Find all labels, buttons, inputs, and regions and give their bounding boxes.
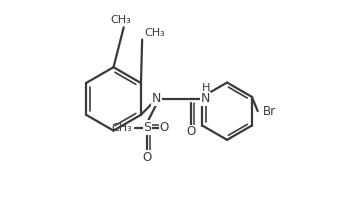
- Text: CH₃: CH₃: [111, 123, 132, 132]
- Text: CH₃: CH₃: [110, 15, 131, 25]
- Text: CH₃: CH₃: [144, 28, 165, 37]
- Text: H: H: [201, 83, 210, 93]
- Text: Br: Br: [263, 105, 276, 118]
- Text: O: O: [186, 125, 196, 138]
- Text: N: N: [201, 92, 210, 105]
- Text: S: S: [143, 121, 151, 134]
- Text: O: O: [159, 121, 168, 134]
- Text: N: N: [152, 92, 161, 105]
- Text: O: O: [143, 151, 152, 164]
